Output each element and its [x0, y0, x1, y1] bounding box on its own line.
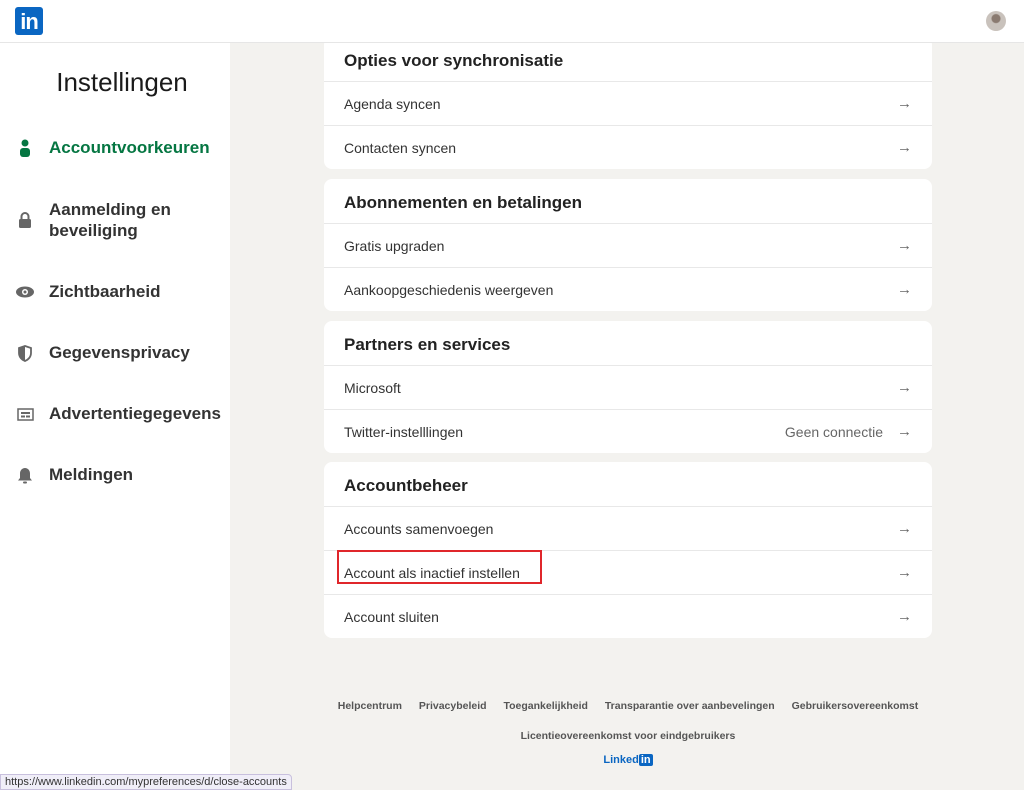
arrow-right-icon: →	[897, 608, 912, 625]
sidebar-item-meldingen[interactable]: Meldingen	[16, 465, 226, 485]
arrow-right-icon: →	[897, 281, 912, 298]
row-label: Account sluiten	[344, 608, 439, 625]
row-account-inactief[interactable]: Account als inactief instellen →	[324, 550, 932, 594]
arrow-right-icon: →	[897, 237, 912, 254]
avatar[interactable]	[986, 11, 1006, 31]
person-icon	[16, 139, 34, 157]
lock-icon	[16, 211, 34, 229]
top-header: in	[0, 0, 1024, 43]
row-label: Gratis upgraden	[344, 237, 445, 254]
arrow-right-icon: →	[897, 423, 912, 440]
footer: Helpcentrum Privacybeleid Toegankelijkhe…	[324, 700, 932, 766]
sidebar-item-accountvoorkeuren[interactable]: Accountvoorkeuren	[16, 138, 226, 158]
card-title: Partners en services	[344, 335, 511, 354]
footer-link-transparantie[interactable]: Transparantie over aanbevelingen	[604, 700, 775, 712]
sidebar-item-zichtbaarheid[interactable]: Zichtbaarheid	[16, 282, 226, 302]
footer-link-gebruikersovereenkomst[interactable]: Gebruikersovereenkomst	[791, 700, 919, 712]
row-label: Contacten syncen	[344, 139, 457, 156]
card-partners: Partners en services Microsoft → Twitter-…	[324, 321, 932, 453]
sidebar-item-label: Advertentiegegevens	[49, 404, 221, 423]
connection-status: Geen connectie	[784, 423, 883, 440]
row-label: Accounts samenvoegen	[344, 520, 494, 537]
row-label: Agenda syncen	[344, 95, 441, 112]
footer-link-licentie[interactable]: Licentieovereenkomst voor eindgebruikers	[520, 730, 736, 742]
row-label: Aankoopgeschiedenis weergeven	[344, 281, 554, 298]
footer-link-privacybeleid[interactable]: Privacybeleid	[418, 700, 487, 712]
footer-link-toegankelijkheid[interactable]: Toegankelijkheid	[503, 700, 588, 712]
page-title: Instellingen	[56, 67, 188, 97]
shield-icon	[16, 344, 34, 362]
row-twitter[interactable]: Twitter-instelllingen Geen connectie →	[324, 409, 932, 453]
arrow-right-icon: →	[897, 520, 912, 537]
sidebar-item-gegevensprivacy[interactable]: Gegevensprivacy	[16, 343, 226, 363]
bell-icon	[16, 466, 34, 484]
sidebar-item-advertentiegegevens[interactable]: Advertentiegegevens	[16, 404, 226, 424]
sidebar-item-label: Meldingen	[49, 465, 134, 484]
card-subscriptions: Abonnementen en betalingen Gratis upgrad…	[324, 179, 932, 311]
row-contacten-syncen[interactable]: Contacten syncen →	[324, 125, 932, 169]
row-aankoopgeschiedenis[interactable]: Aankoopgeschiedenis weergeven →	[324, 267, 932, 311]
arrow-right-icon: →	[897, 379, 912, 396]
row-account-sluiten[interactable]: Account sluiten →	[324, 594, 932, 638]
highlight-box	[337, 550, 542, 584]
arrow-right-icon: →	[897, 564, 912, 581]
row-accounts-samenvoegen[interactable]: Accounts samenvoegen →	[324, 506, 932, 550]
row-label: Account als inactief instellen	[344, 564, 520, 581]
arrow-right-icon: →	[897, 139, 912, 156]
sidebar-item-label: Gegevensprivacy	[49, 343, 190, 362]
sidebar-item-label: Accountvoorkeuren	[49, 138, 210, 157]
card-title: Opties voor synchronisatie	[344, 51, 564, 70]
sidebar: Instellingen Accountvoorkeuren Aanmeldin…	[0, 43, 230, 790]
card-sync-options: Opties voor synchronisatie Agenda syncen…	[324, 37, 932, 169]
footer-link-helpcentrum[interactable]: Helpcentrum	[337, 700, 402, 712]
card-title: Abonnementen en betalingen	[344, 193, 583, 212]
sidebar-item-label: Aanmelding en beveiliging	[49, 200, 171, 240]
card-title: Accountbeheer	[344, 476, 468, 495]
linkedin-footer-logo: Linked in	[324, 754, 932, 766]
brand-text: Linked	[603, 754, 639, 766]
eye-icon	[16, 283, 34, 301]
row-gratis-upgraden[interactable]: Gratis upgraden →	[324, 223, 932, 267]
brand-in: in	[638, 754, 653, 766]
status-bar-url: https://www.linkedin.com/mypreferences/d…	[0, 774, 292, 790]
newspaper-icon	[16, 405, 34, 423]
row-microsoft[interactable]: Microsoft →	[324, 365, 932, 409]
arrow-right-icon: →	[897, 95, 912, 112]
sidebar-item-label: Zichtbaarheid	[49, 282, 161, 301]
row-agenda-syncen[interactable]: Agenda syncen →	[324, 81, 932, 125]
row-label: Microsoft	[344, 379, 401, 396]
linkedin-logo[interactable]: in	[15, 7, 43, 35]
row-label: Twitter-instelllingen	[344, 423, 464, 440]
sidebar-item-aanmelding[interactable]: Aanmelding en beveiliging	[16, 199, 226, 241]
